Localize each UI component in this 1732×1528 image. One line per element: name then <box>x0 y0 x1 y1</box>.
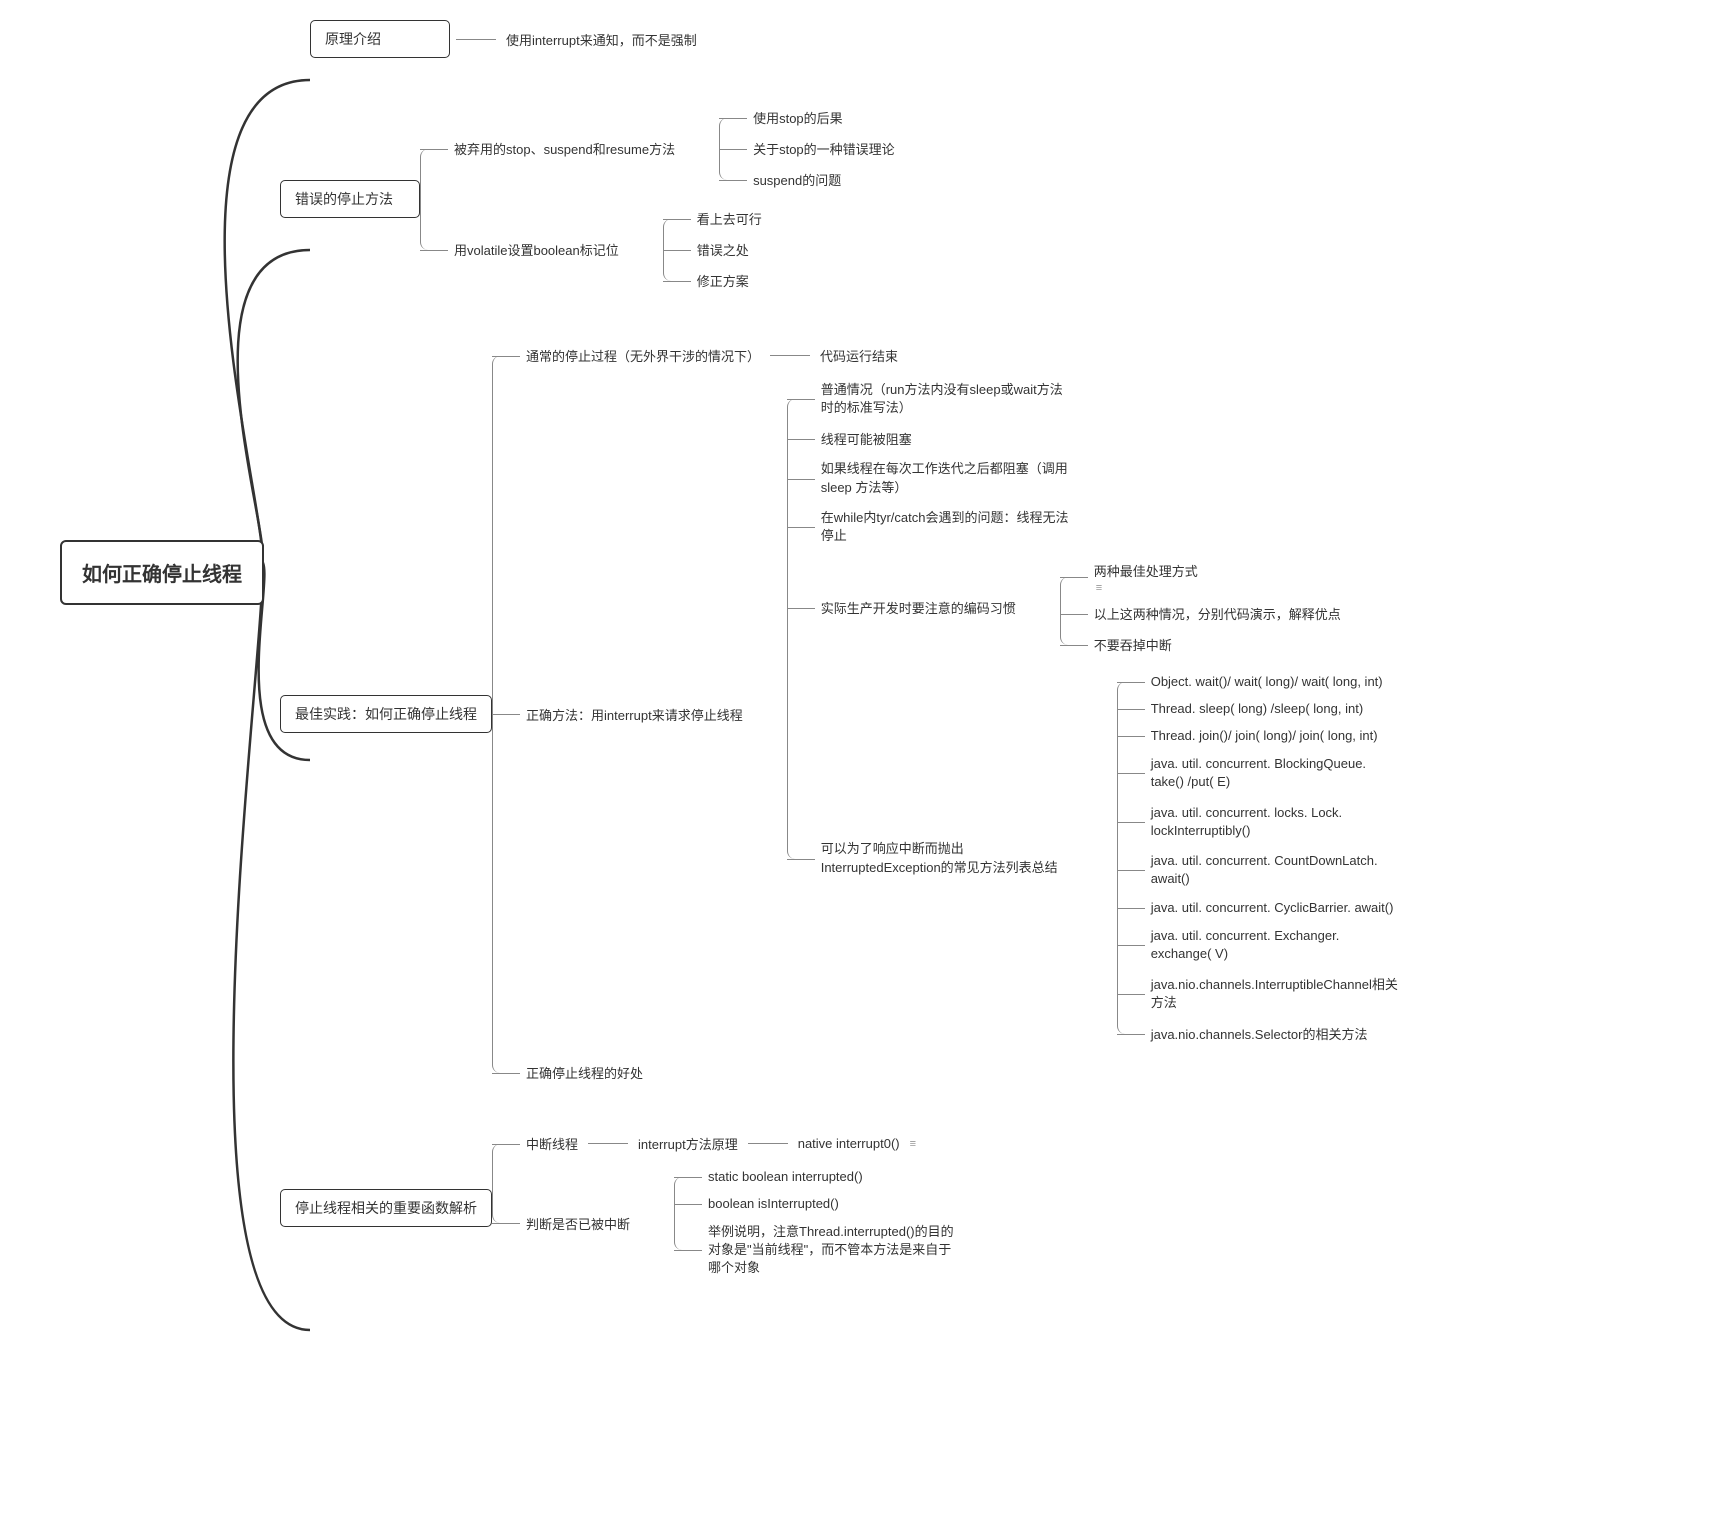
best-b5-0: 两种最佳处理方式 <box>1090 559 1202 582</box>
best-b6-4: java. util. concurrent. locks. Lock. loc… <box>1147 802 1407 842</box>
best-b2: 线程可能被阻塞 <box>817 427 916 450</box>
best-a: 通常的停止过程（无外界干涉的情况下） <box>522 344 764 367</box>
best-b6-1: Thread. sleep( long) /sleep( long, int) <box>1147 699 1367 718</box>
connector <box>770 355 810 356</box>
l1-best: 最佳实践：如何正确停止线程 通常的停止过程（无外界干涉的情况下） 代码运行结束 … <box>280 340 1407 1088</box>
l1-wrong: 错误的停止方法 被弃用的stop、suspend和resume方法 使用stop… <box>280 98 1407 300</box>
wrong-b-0: 看上去可行 <box>693 207 766 230</box>
best-b6-9: java.nio.channels.Selector的相关方法 <box>1147 1022 1372 1045</box>
wrong-a-2: suspend的问题 <box>749 168 845 191</box>
best-b5-2: 不要吞掉中断 <box>1090 633 1176 656</box>
root-node: 如何正确停止线程 <box>60 540 264 605</box>
wrong-a-1: 关于stop的一种错误理论 <box>749 137 899 160</box>
l1-funcs: 停止线程相关的重要函数解析 中断线程 interrupt方法原理 native … <box>280 1128 1407 1288</box>
wrong-b-2: 修正方案 <box>693 269 753 292</box>
connector <box>588 1143 628 1144</box>
wrong-a-0: 使用stop的后果 <box>749 106 847 129</box>
principle-detail: 使用interrupt来通知，而不是强制 <box>502 28 701 51</box>
root-label: 如何正确停止线程 <box>82 564 242 586</box>
l1-funcs-label: 停止线程相关的重要函数解析 <box>280 1189 492 1227</box>
best-b6-7: java. util. concurrent. Exchanger. excha… <box>1147 925 1407 965</box>
best-b5-1: 以上这两种情况，分别代码演示，解释优点 <box>1090 602 1345 625</box>
best-b6-8: java.nio.channels.InterruptibleChannel相关… <box>1147 974 1407 1014</box>
best-b3: 如果线程在每次工作迭代之后都阻塞（调用sleep 方法等） <box>817 458 1077 498</box>
funcs-a1: interrupt方法原理 <box>634 1132 742 1155</box>
best-b5: 实际生产开发时要注意的编码习惯 <box>817 596 1020 619</box>
best-b6: 可以为了响应中断而抛出InterruptedException的常见方法列表总结 <box>817 838 1077 878</box>
note-icon: ≡ <box>910 1138 916 1150</box>
note-icon: ≡ <box>1096 582 1102 594</box>
best-b6-6: java. util. concurrent. CyclicBarrier. a… <box>1147 898 1398 917</box>
funcs-a: 中断线程 <box>522 1132 582 1155</box>
funcs-b-2: 举例说明，注意Thread.interrupted()的目的对象是"当前线程"，… <box>704 1221 964 1280</box>
best-a-leaf: 代码运行结束 <box>816 344 902 367</box>
wrong-a: 被弃用的stop、suspend和resume方法 <box>450 137 679 160</box>
best-b6-2: Thread. join()/ join( long)/ join( long,… <box>1147 726 1382 745</box>
l1-principle-label: 原理介绍 <box>310 20 450 58</box>
best-b4: 在while内tyr/catch会遇到的问题：线程无法停止 <box>817 507 1077 547</box>
wrong-b-1: 错误之处 <box>693 238 753 261</box>
best-b6-0: Object. wait()/ wait( long)/ wait( long,… <box>1147 672 1387 691</box>
funcs-a2: native interrupt0() <box>794 1134 904 1153</box>
l1-best-label: 最佳实践：如何正确停止线程 <box>280 695 492 733</box>
l1-wrong-label: 错误的停止方法 <box>280 180 420 218</box>
best-b6-3: java. util. concurrent. BlockingQueue. t… <box>1147 753 1407 793</box>
best-b: 正确方法：用interrupt来请求停止线程 <box>522 703 747 726</box>
wrong-b: 用volatile设置boolean标记位 <box>450 238 623 261</box>
l1-principle: 原理介绍 使用interrupt来通知，而不是强制 <box>310 20 1407 58</box>
connector <box>456 39 496 40</box>
best-b6-5: java. util. concurrent. CountDownLatch. … <box>1147 850 1407 890</box>
connector <box>748 1143 788 1144</box>
best-c: 正确停止线程的好处 <box>522 1061 647 1084</box>
funcs-b-0: static boolean interrupted() <box>704 1167 867 1186</box>
funcs-b-1: boolean isInterrupted() <box>704 1194 843 1213</box>
funcs-b: 判断是否已被中断 <box>522 1212 634 1235</box>
best-b1: 普通情况（run方法内没有sleep或wait方法时的标准写法） <box>817 379 1077 419</box>
